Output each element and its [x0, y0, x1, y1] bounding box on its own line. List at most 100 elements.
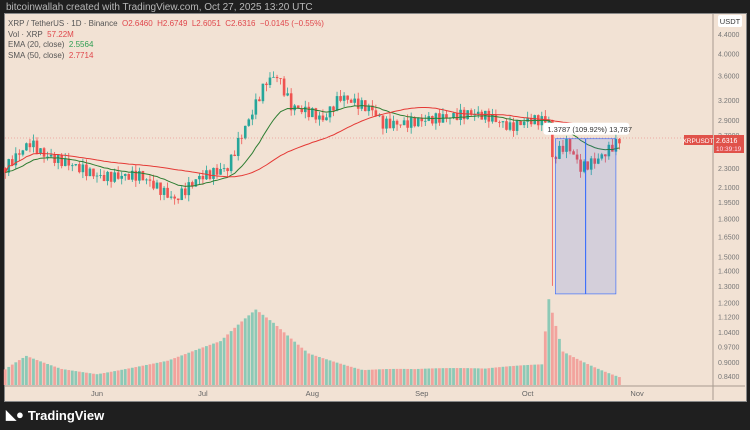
- currency-badge[interactable]: [718, 15, 742, 27]
- candle: [476, 111, 480, 115]
- volume-bar: [286, 335, 290, 385]
- candle: [515, 120, 519, 131]
- ema-label: EMA (20, close): [8, 40, 65, 49]
- candle: [162, 187, 166, 195]
- candle: [360, 100, 364, 109]
- y-tick-label: 2.1000: [718, 185, 740, 192]
- candle: [254, 99, 258, 115]
- volume-bar: [579, 360, 583, 385]
- candle: [462, 109, 466, 120]
- volume-bar: [480, 368, 484, 385]
- volume-bar: [452, 368, 455, 385]
- volume-bar: [332, 361, 335, 385]
- candle: [236, 137, 240, 157]
- candle: [501, 121, 505, 123]
- candle: [275, 76, 279, 79]
- volume-bar: [610, 374, 614, 385]
- volume-bar: [445, 368, 448, 385]
- y-tick-label: 1.8000: [718, 217, 740, 224]
- volume-bar: [600, 370, 604, 385]
- candle: [289, 93, 293, 111]
- candle: [296, 105, 300, 109]
- volume-bar: [113, 371, 117, 385]
- candle: [243, 125, 247, 139]
- volume-bar: [395, 368, 399, 385]
- candle: [420, 117, 424, 122]
- candle: [551, 120, 554, 158]
- volume-bar: [81, 372, 85, 385]
- candle: [63, 158, 67, 167]
- candle: [268, 77, 272, 86]
- volume-bar: [339, 363, 342, 385]
- candle: [494, 114, 498, 122]
- candle: [159, 182, 162, 195]
- candle: [176, 198, 180, 201]
- candle: [431, 116, 434, 124]
- candle: [342, 95, 346, 101]
- volume-bar: [335, 362, 339, 385]
- candle: [85, 164, 88, 177]
- tradingview-logo[interactable]: ◣● TradingView: [6, 407, 104, 423]
- volume-bar: [134, 367, 138, 385]
- x-tick-label: Sep: [415, 389, 428, 398]
- candle: [335, 96, 339, 111]
- candle: [508, 122, 512, 130]
- candle: [180, 188, 184, 201]
- volume-bar: [325, 359, 328, 385]
- volume-bar: [60, 368, 64, 385]
- volume-bar: [505, 366, 508, 385]
- candle: [138, 171, 141, 181]
- y-tick-label: 1.1200: [718, 315, 740, 322]
- volume-bar: [3, 369, 7, 385]
- volume-bar: [130, 367, 134, 385]
- candle: [572, 151, 575, 155]
- candle: [233, 154, 236, 157]
- volume-bar: [272, 322, 275, 385]
- candle: [25, 143, 28, 151]
- candle: [191, 182, 194, 187]
- volume-bar: [240, 321, 244, 385]
- candle: [579, 159, 582, 172]
- volume-bar: [459, 368, 462, 385]
- candle: [586, 161, 589, 170]
- candle: [395, 120, 399, 125]
- y-tick-label: 4.0000: [718, 52, 740, 59]
- candle: [402, 120, 406, 126]
- candle: [399, 124, 402, 126]
- y-tick-label: 1.6500: [718, 235, 740, 242]
- candle: [127, 174, 131, 180]
- ohlc-low: L2.6051: [191, 19, 221, 28]
- volume-bar: [540, 364, 544, 385]
- volume-bar: [455, 368, 459, 385]
- volume-bar: [512, 365, 515, 385]
- x-tick-label: Jul: [198, 389, 208, 398]
- volume-bar: [25, 355, 28, 385]
- volume-bar: [434, 368, 438, 385]
- volume-bar: [92, 373, 95, 385]
- volume-bar: [317, 356, 321, 385]
- candle: [385, 118, 388, 129]
- candle: [35, 140, 39, 154]
- measure-label-box: [543, 122, 630, 135]
- candle: [18, 153, 21, 155]
- volume-bar: [522, 365, 526, 385]
- candle: [618, 138, 621, 144]
- volume-bar: [554, 325, 558, 385]
- candle: [95, 175, 99, 177]
- candle: [3, 168, 7, 173]
- candle: [466, 110, 469, 120]
- tradingview-logo-icon: ◣●: [6, 407, 24, 422]
- candle: [145, 179, 148, 181]
- volume-bar: [205, 346, 208, 385]
- volume-bar: [229, 331, 233, 385]
- volume-bar: [420, 368, 424, 385]
- candle: [346, 95, 349, 100]
- candle: [229, 154, 233, 172]
- sma-value: 2.7714: [68, 50, 94, 60]
- chart-panel[interactable]: [4, 13, 747, 402]
- symbol-tag-label: XRPUSDT: [682, 138, 713, 145]
- volume-bar: [183, 354, 187, 385]
- volume-bar: [155, 362, 159, 385]
- candle: [356, 98, 360, 109]
